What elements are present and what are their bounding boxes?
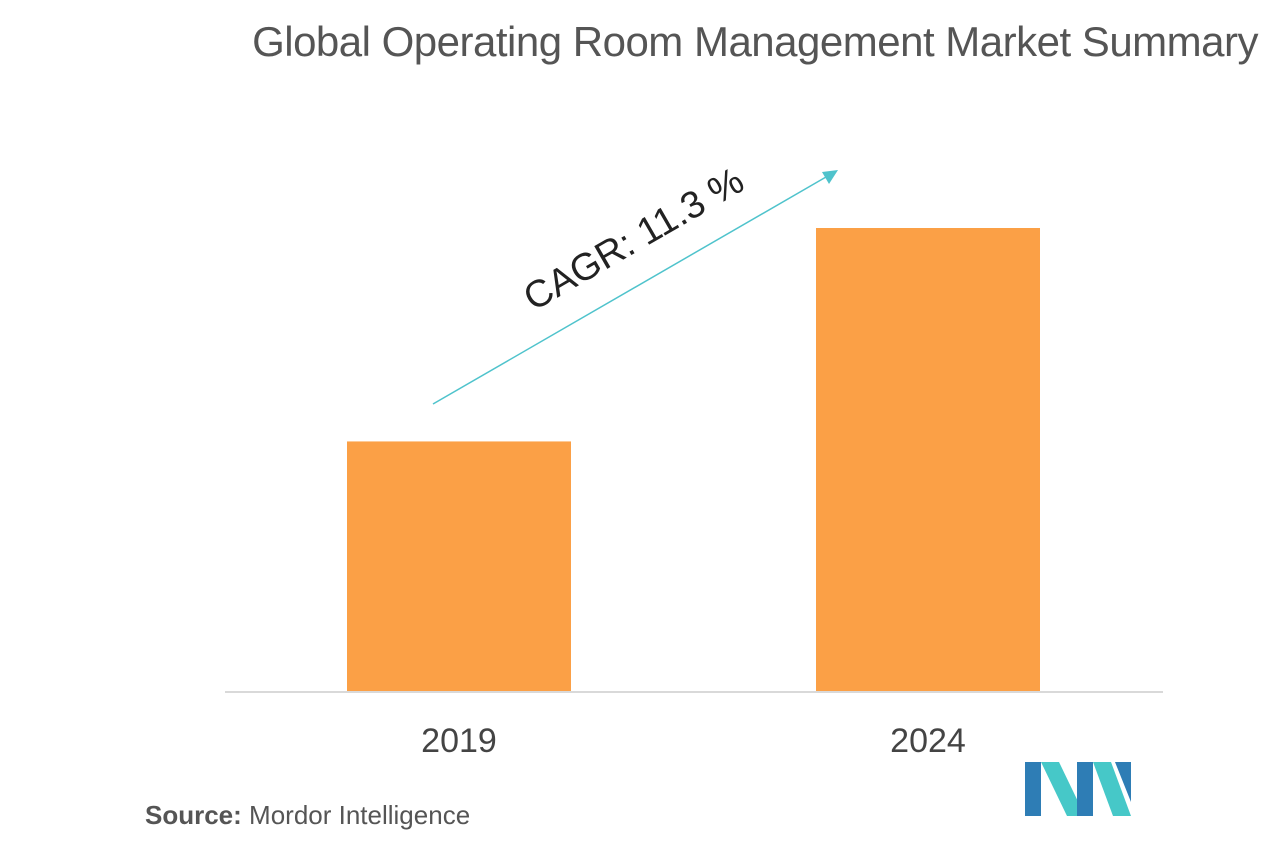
logo-left-diagonal <box>1041 762 1085 816</box>
cagr-label: CAGR: 11.3 % <box>517 160 751 320</box>
chart-title: Global Operating Room Management Market … <box>252 18 1258 65</box>
source-label: Source: <box>145 800 242 830</box>
bar-2024 <box>816 228 1040 692</box>
cagr-arrow-head <box>822 170 838 184</box>
bars-group <box>347 228 1040 692</box>
cagr-arrow-line <box>432 176 827 405</box>
bar-2019 <box>347 441 571 692</box>
logo-right-diagonal <box>1093 762 1131 816</box>
x-tick-label-2019: 2019 <box>421 722 497 760</box>
x-tick-labels: 2019 2024 <box>421 722 966 760</box>
source-note: Source: Mordor Intelligence <box>145 800 470 831</box>
logo-left-bar <box>1025 762 1041 816</box>
cagr-arrow <box>432 170 838 405</box>
source-text: Mordor Intelligence <box>241 800 471 830</box>
logo-middle-bar <box>1077 762 1093 816</box>
x-tick-label-2024: 2024 <box>890 722 966 760</box>
mordor-logo <box>1025 762 1131 816</box>
logo-right-bar <box>1115 762 1131 802</box>
